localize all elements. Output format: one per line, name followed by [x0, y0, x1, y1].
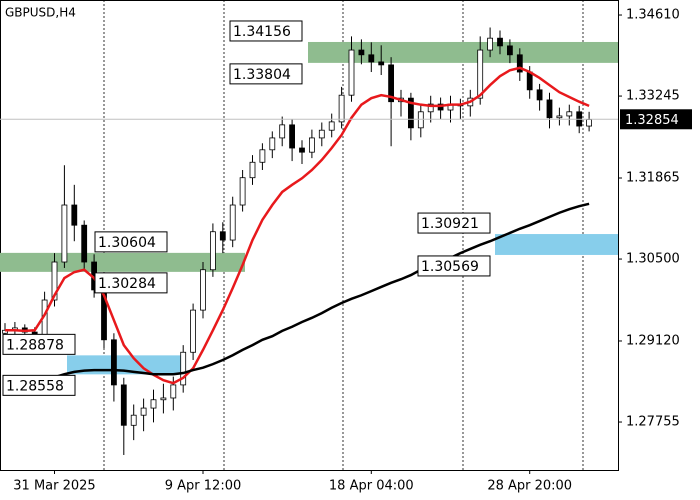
candle-body	[259, 149, 266, 163]
zone	[308, 41, 618, 63]
zone-label-box	[2, 333, 76, 355]
candle-body	[289, 124, 296, 149]
candle-body	[308, 137, 315, 153]
chart-title: GBPUSD,H4	[5, 6, 76, 20]
candle-body	[497, 37, 503, 47]
candle-body	[180, 351, 187, 386]
zone-label: 1.33804	[233, 67, 291, 83]
candle-body	[566, 111, 573, 117]
candle-body	[279, 124, 286, 139]
zone-label-box	[229, 63, 303, 85]
zone-label-box	[229, 20, 303, 42]
candle-body	[417, 111, 424, 129]
candle-body	[219, 231, 226, 241]
candle-body	[506, 45, 513, 56]
candle-body	[190, 309, 197, 353]
zone-label: 1.30284	[98, 276, 156, 292]
candle-body	[338, 94, 345, 123]
zone-label: 1.34156	[233, 24, 291, 40]
candle-body	[61, 204, 68, 263]
candle-body	[427, 103, 434, 113]
x-tick-label: 28 Apr 20:00	[487, 479, 572, 494]
candle-body	[556, 115, 563, 119]
y-tick-label: 1.29120	[626, 333, 680, 348]
candle-body	[249, 161, 256, 179]
zone-label: 1.30921	[421, 216, 479, 232]
candle-body	[170, 384, 177, 399]
x-tick-label: 18 Apr 04:00	[329, 479, 414, 494]
candle-body	[516, 54, 523, 73]
candle-body	[586, 119, 592, 127]
candle-body	[368, 54, 375, 63]
x-tick-label: 9 Apr 12:00	[165, 479, 242, 494]
zone	[0, 252, 245, 272]
candle-body	[160, 397, 167, 401]
candle-body	[299, 147, 305, 153]
candle-body	[407, 97, 414, 129]
zone-label-box	[94, 272, 168, 294]
candle-body	[378, 61, 385, 66]
candle-body	[269, 137, 276, 151]
candle-body	[51, 261, 58, 301]
candle-body	[140, 407, 147, 416]
candle-body	[388, 64, 395, 103]
candle-body	[348, 49, 355, 96]
candle-body	[111, 339, 117, 386]
candle-body	[200, 269, 206, 311]
moving-average	[4, 202, 590, 393]
candle-body	[150, 399, 157, 409]
candle-body	[229, 204, 236, 241]
zone-label-box	[417, 255, 491, 277]
candle-body	[239, 177, 246, 206]
candle-body	[536, 89, 543, 101]
x-tick-label: 31 Mar 2025	[13, 479, 95, 494]
last-price-label: 1.32854	[625, 113, 679, 128]
y-tick-label: 1.34610	[626, 8, 680, 23]
zone	[495, 234, 618, 255]
candle-body	[209, 231, 216, 271]
candle-body	[487, 37, 494, 51]
candle-body	[318, 129, 325, 139]
zone-label: 1.30604	[98, 235, 156, 251]
y-tick-label: 1.27755	[626, 415, 680, 430]
y-tick-label: 1.31865	[626, 171, 680, 186]
candle-body	[120, 384, 127, 426]
y-tick-label: 1.30500	[626, 252, 680, 267]
zone-label-box	[2, 374, 76, 396]
zone-label: 1.28558	[6, 378, 64, 394]
zone-label: 1.30569	[421, 259, 479, 275]
candle-body	[81, 224, 88, 263]
candle-body	[546, 99, 553, 119]
y-tick-label: 1.33245	[626, 89, 680, 104]
candle-body	[130, 414, 137, 426]
candle-body	[526, 71, 533, 91]
candle-body	[358, 49, 365, 56]
zone-label: 1.28878	[6, 337, 64, 353]
zone-label-box	[94, 231, 168, 253]
candle-body	[328, 121, 335, 131]
zone-label-box	[417, 212, 491, 234]
candle-body	[71, 204, 78, 226]
candle-body	[477, 49, 484, 99]
last-price-box	[620, 109, 692, 130]
